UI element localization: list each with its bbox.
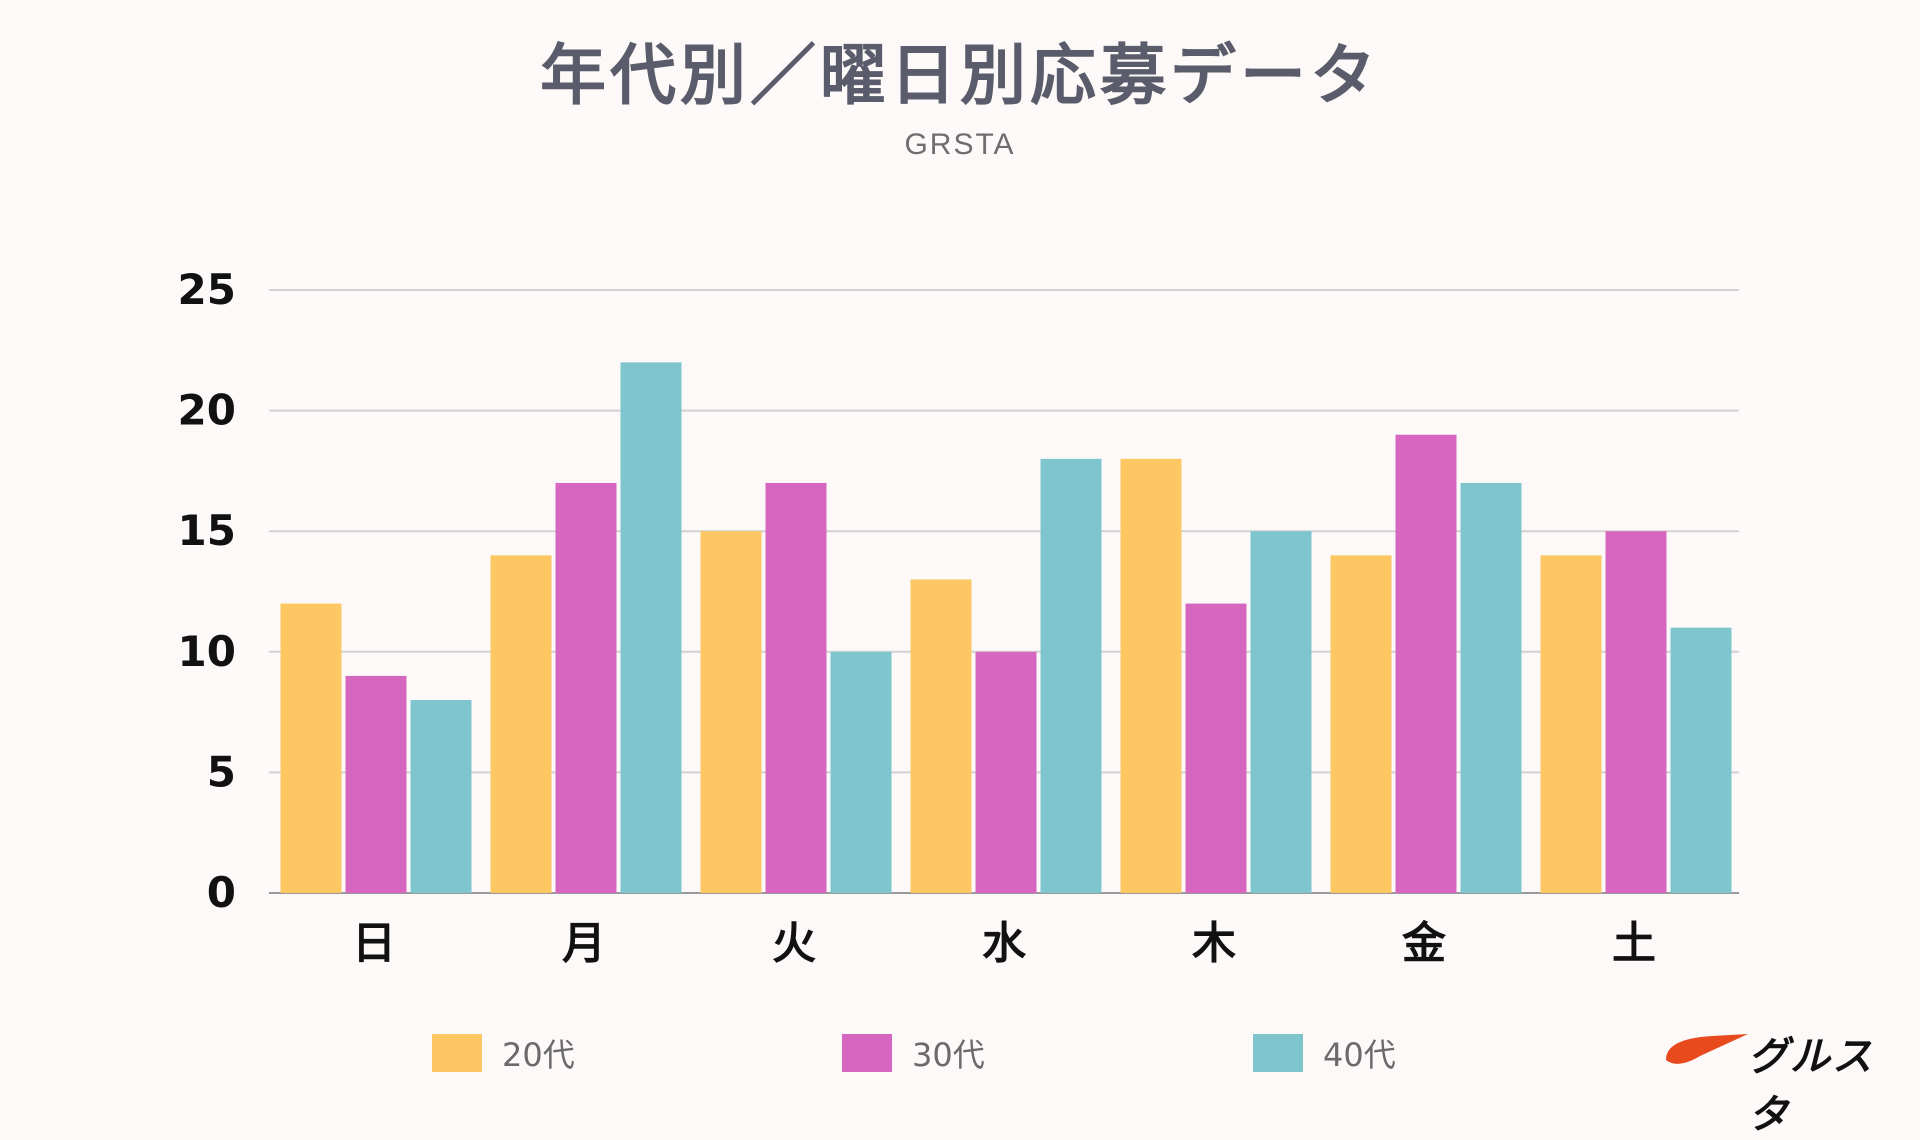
chart-subtitle: GRSTA bbox=[904, 128, 1016, 161]
legend-swatch-40s bbox=[1253, 1034, 1303, 1072]
bar-40代-金 bbox=[1460, 482, 1522, 893]
bar-40代-日 bbox=[410, 700, 472, 893]
bar-20代-月 bbox=[490, 555, 552, 893]
legend-item-20s: 20代 bbox=[432, 1033, 575, 1074]
bar-30代-木 bbox=[1185, 603, 1247, 893]
bar-30代-火 bbox=[765, 482, 827, 893]
grusta-logo: グルスタ bbox=[1660, 1024, 1910, 1138]
x-tick-label: 火 bbox=[772, 918, 816, 969]
legend-label-30s: 30代 bbox=[912, 1036, 985, 1074]
bar-20代-火 bbox=[700, 531, 762, 893]
logo-swoosh-icon bbox=[1666, 1034, 1748, 1064]
bar-30代-土 bbox=[1605, 531, 1667, 893]
bar-40代-火 bbox=[830, 651, 892, 893]
bar-40代-水 bbox=[1040, 458, 1102, 893]
legend-swatch-30s bbox=[842, 1034, 892, 1072]
chart-title: 年代別／曜日別応募データ bbox=[540, 37, 1380, 114]
legend-label-40s: 40代 bbox=[1323, 1036, 1396, 1074]
logo-text: グルスタ bbox=[1748, 1034, 1874, 1138]
y-tick-label: 10 bbox=[178, 627, 236, 676]
bar-30代-金 bbox=[1395, 434, 1457, 893]
y-tick-label: 5 bbox=[207, 747, 236, 796]
bar-40代-木 bbox=[1250, 531, 1312, 893]
legend-label-20s: 20代 bbox=[502, 1036, 575, 1074]
x-tick-label: 日 bbox=[352, 918, 396, 969]
bar-20代-金 bbox=[1330, 555, 1392, 893]
bar-20代-木 bbox=[1120, 458, 1182, 893]
bar-chart: 0 5 10 15 20 25 日 月 火 水 木 金 土 bbox=[178, 265, 1739, 969]
bar-30代-月 bbox=[555, 482, 617, 893]
legend-item-30s: 30代 bbox=[842, 1033, 985, 1074]
y-tick-label: 25 bbox=[178, 265, 236, 314]
y-tick-label: 15 bbox=[178, 506, 236, 555]
bar-20代-土 bbox=[1540, 555, 1602, 893]
x-tick-label: 土 bbox=[1612, 918, 1656, 969]
x-tick-label: 月 bbox=[562, 918, 606, 969]
bar-20代-日 bbox=[280, 603, 342, 893]
bar-30代-日 bbox=[345, 675, 407, 893]
bar-40代-土 bbox=[1670, 627, 1732, 893]
y-tick-label: 20 bbox=[178, 386, 236, 435]
x-tick-label: 水 bbox=[982, 918, 1027, 969]
x-tick-label: 木 bbox=[1192, 918, 1236, 969]
x-tick-label: 金 bbox=[1401, 918, 1447, 969]
bar-20代-水 bbox=[910, 579, 972, 893]
y-tick-label: 0 bbox=[207, 868, 236, 917]
legend-item-40s: 40代 bbox=[1253, 1033, 1396, 1074]
legend-swatch-20s bbox=[432, 1034, 482, 1072]
bar-40代-月 bbox=[620, 362, 682, 893]
bar-30代-水 bbox=[975, 651, 1037, 893]
